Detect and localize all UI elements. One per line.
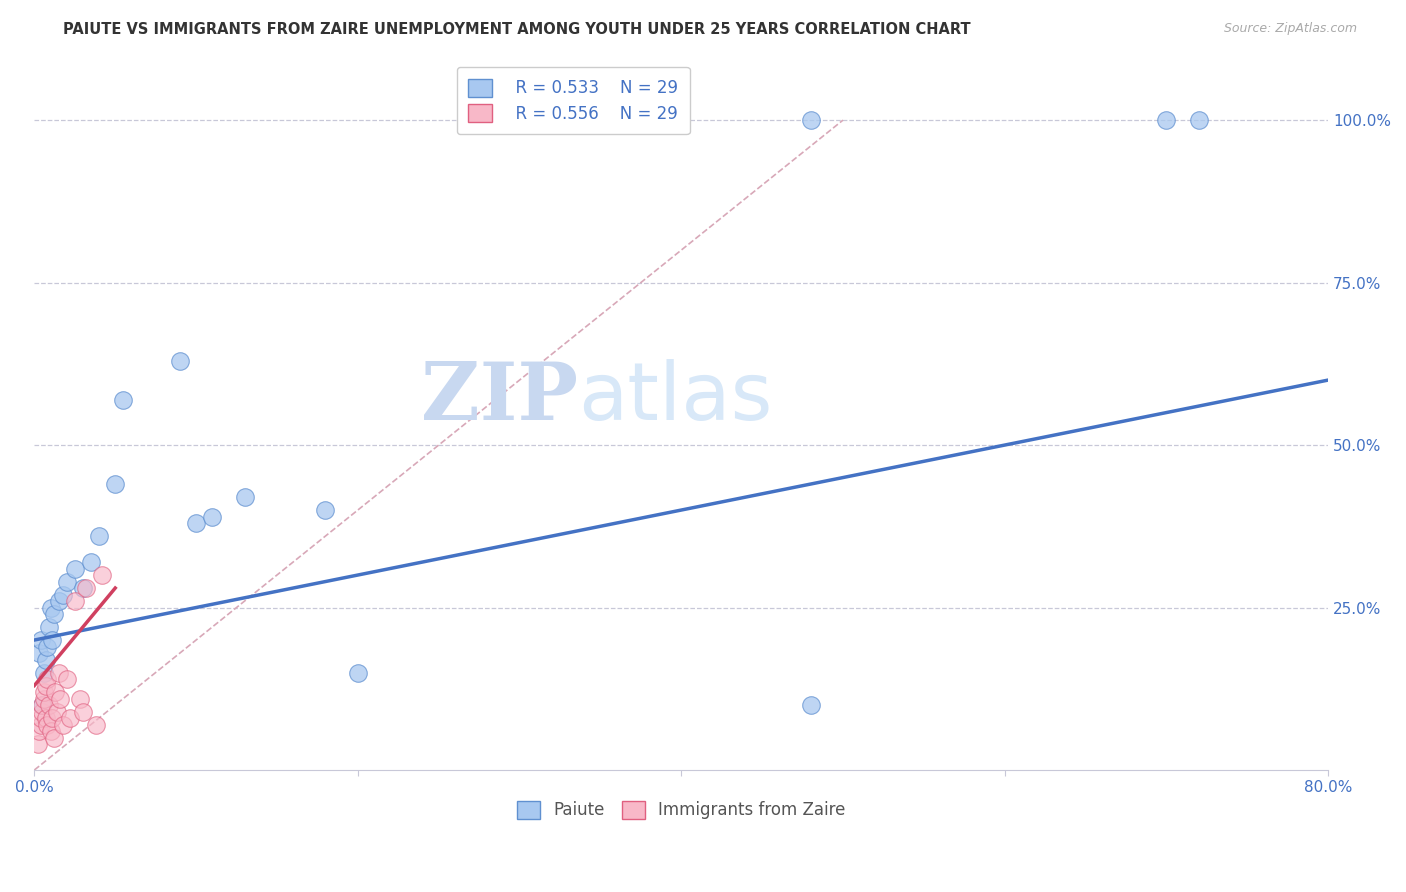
Point <box>1188 113 1211 128</box>
Point <box>31 705 53 719</box>
Point <box>91 568 114 582</box>
Point <box>41 711 63 725</box>
Point <box>41 633 63 648</box>
Point <box>39 724 62 739</box>
Point <box>52 717 75 731</box>
Point <box>55 672 77 686</box>
Text: atlas: atlas <box>578 359 772 437</box>
Point <box>63 561 86 575</box>
Point <box>69 691 91 706</box>
Point <box>30 633 52 648</box>
Point <box>31 698 53 712</box>
Point <box>800 698 823 712</box>
Point <box>59 711 82 725</box>
Point <box>346 665 368 680</box>
Point <box>72 705 94 719</box>
Point <box>1156 113 1178 128</box>
Point <box>35 711 58 725</box>
Point <box>104 477 127 491</box>
Point <box>314 503 336 517</box>
Point <box>49 691 72 706</box>
Point <box>169 353 191 368</box>
Point <box>35 652 58 666</box>
Point <box>27 737 49 751</box>
Text: Source: ZipAtlas.com: Source: ZipAtlas.com <box>1223 22 1357 36</box>
Point <box>48 594 70 608</box>
Point <box>37 717 59 731</box>
Point <box>48 665 70 680</box>
Point <box>72 581 94 595</box>
Text: ZIP: ZIP <box>420 359 578 437</box>
Point <box>112 392 135 407</box>
Point <box>38 620 60 634</box>
Point <box>201 509 224 524</box>
Point <box>42 607 65 621</box>
Point <box>233 490 256 504</box>
Point <box>38 698 60 712</box>
Point <box>52 588 75 602</box>
Point <box>31 698 53 712</box>
Point <box>28 724 51 739</box>
Point <box>42 731 65 745</box>
Point <box>80 555 103 569</box>
Point <box>55 574 77 589</box>
Point <box>30 717 52 731</box>
Point <box>46 705 69 719</box>
Point <box>63 594 86 608</box>
Point <box>800 113 823 128</box>
Text: PAIUTE VS IMMIGRANTS FROM ZAIRE UNEMPLOYMENT AMONG YOUTH UNDER 25 YEARS CORRELAT: PAIUTE VS IMMIGRANTS FROM ZAIRE UNEMPLOY… <box>63 22 972 37</box>
Point <box>32 665 55 680</box>
Point <box>37 640 59 654</box>
Point <box>39 600 62 615</box>
Point <box>37 672 59 686</box>
Point <box>75 581 97 595</box>
Point <box>84 717 107 731</box>
Legend: Paiute, Immigrants from Zaire: Paiute, Immigrants from Zaire <box>510 794 852 826</box>
Point <box>184 516 207 530</box>
Point <box>32 685 55 699</box>
Point <box>44 685 66 699</box>
Point <box>87 529 110 543</box>
Point <box>28 646 51 660</box>
Point <box>32 691 55 706</box>
Point <box>30 711 52 725</box>
Point <box>35 679 58 693</box>
